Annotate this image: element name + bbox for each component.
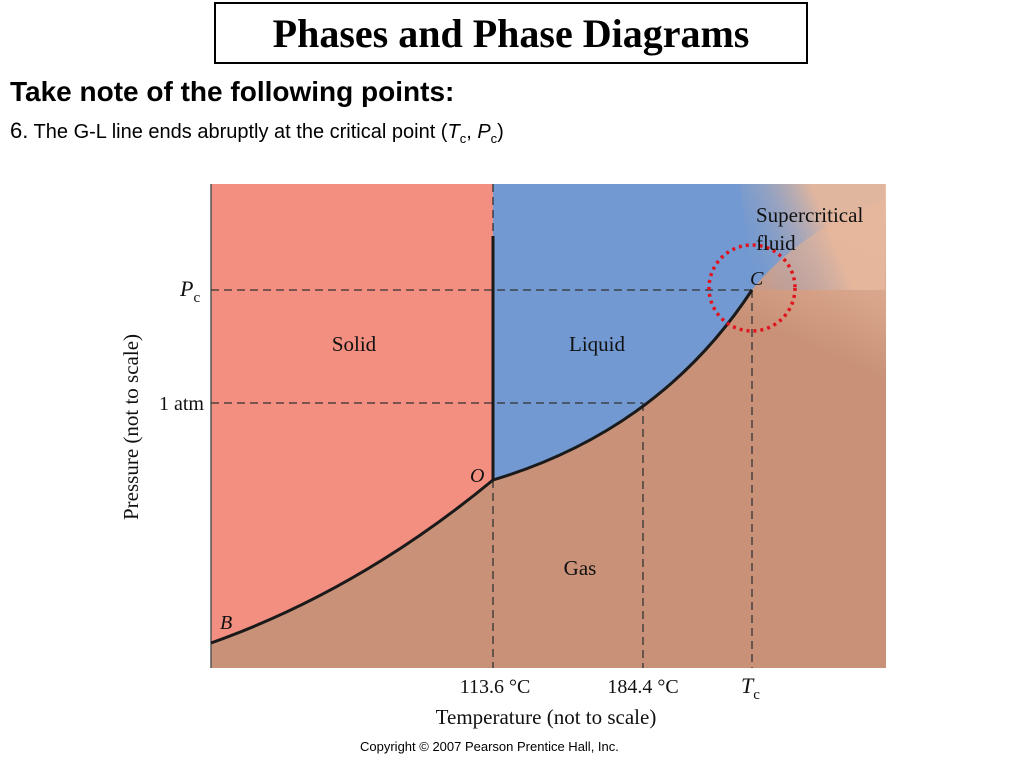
critical-point-highlight (707, 243, 797, 333)
tc-tick-label: Tc (741, 673, 760, 703)
point-T-sub: c (459, 131, 467, 146)
t1-tick-label: 113.6 °C (460, 676, 531, 698)
solid-gas-curve (210, 478, 494, 645)
point-P: P (477, 121, 491, 143)
pc-tick-sub: c (193, 290, 200, 306)
slide-title: Phases and Phase Diagrams (214, 2, 808, 64)
point-P-sub: c (490, 131, 498, 146)
point-b-label: B (220, 612, 232, 634)
point-sep: , (466, 121, 478, 143)
copyright-text: Copyright © 2007 Pearson Prentice Hall, … (360, 739, 619, 754)
point-close: ) (497, 121, 504, 143)
pc-tick-label: Pc (179, 276, 200, 306)
point-6: 6. The G-L line ends abruptly at the cri… (10, 118, 504, 146)
tc-tick-main: T (741, 673, 755, 698)
point-text: The G-L line ends abruptly at the critic… (28, 121, 448, 143)
points-heading: Take note of the following points: (10, 76, 455, 107)
triple-point-label: O (470, 465, 484, 487)
x-axis-label: Temperature (not to scale) (436, 705, 657, 729)
critical-point-label: C (750, 268, 764, 290)
supercritical-blend (740, 184, 885, 290)
pc-tick-main: P (179, 276, 193, 301)
gas-label: Gas (564, 556, 597, 580)
y-axis-label: Pressure (not to scale) (119, 334, 143, 520)
supercritical-label-line1: Supercritical (756, 203, 863, 227)
solid-label: Solid (332, 332, 377, 356)
atm-tick-label: 1 atm (159, 393, 204, 415)
tc-tick-sub: c (753, 687, 760, 703)
solid-region (211, 184, 493, 643)
liquid-region (493, 184, 885, 480)
point-T: T (447, 121, 460, 143)
supercritical-label-line2: fluid (756, 231, 796, 255)
liquid-label: Liquid (569, 332, 625, 356)
liquid-gas-curve (492, 289, 754, 482)
t2-tick-label: 184.4 °C (607, 676, 678, 698)
point-number: 6. (10, 118, 29, 143)
